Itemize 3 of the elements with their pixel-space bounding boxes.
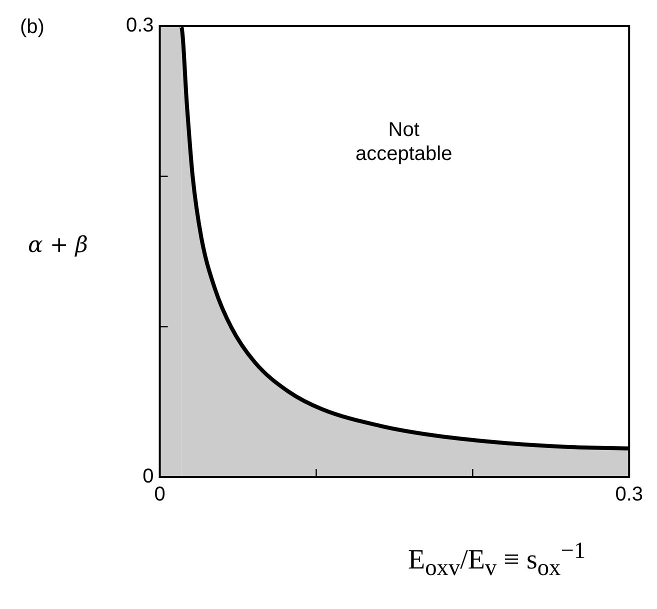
y-axis-title: α + β <box>28 233 88 258</box>
text: (b) <box>20 16 44 39</box>
annotation: Not acceptable <box>355 119 452 165</box>
